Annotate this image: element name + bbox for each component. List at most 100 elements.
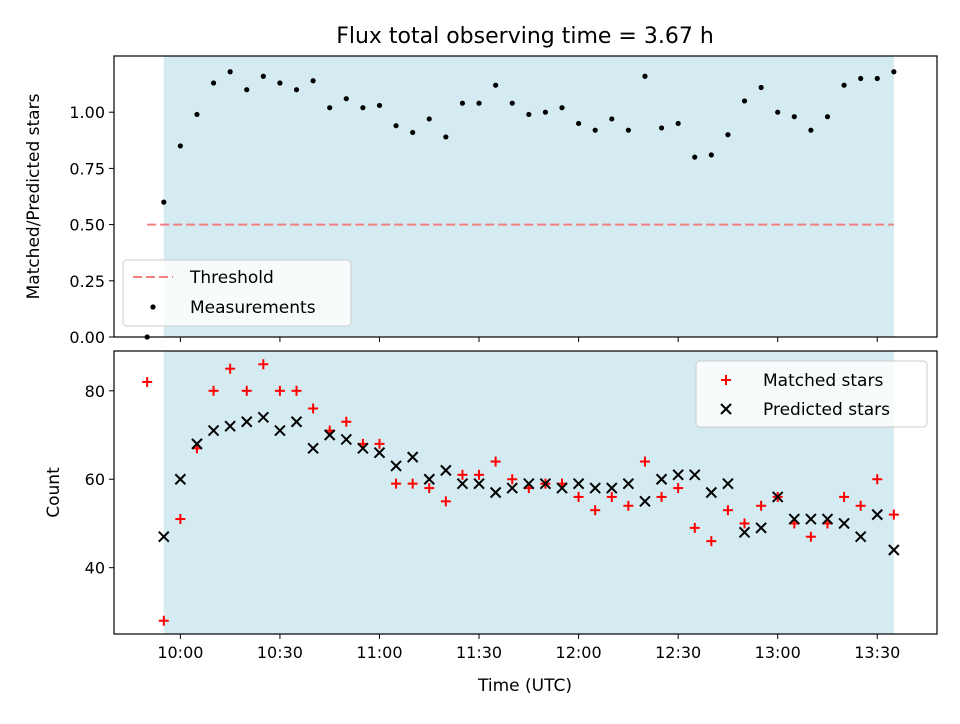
x-stroke (174, 473, 187, 485)
predicted-star-point (572, 477, 585, 490)
measurement-point (592, 127, 598, 133)
predicted-star-point (241, 416, 253, 428)
x-stroke (556, 482, 568, 494)
measurement-point (426, 116, 432, 122)
x-stroke (224, 420, 236, 432)
x-stroke (622, 477, 635, 490)
matched-star-point (308, 403, 319, 414)
matched-star-point (639, 456, 650, 467)
matched-star-point (457, 469, 468, 480)
predicted-star-point (340, 433, 353, 446)
measurement-point (609, 116, 615, 122)
matched-star-point (855, 500, 866, 511)
predicted-star-point (489, 486, 502, 499)
measurement-point (509, 100, 515, 106)
predicted-star-point (788, 513, 801, 525)
measurement-point (393, 123, 399, 129)
measurement-point (891, 69, 897, 75)
matched-star-point (158, 615, 169, 626)
x-stroke (689, 469, 701, 481)
measurement-point (161, 199, 167, 205)
y-tick-label: 0.50 (69, 216, 105, 235)
matched-star-point (341, 416, 352, 427)
x-stroke (589, 482, 601, 494)
x-stroke (854, 531, 867, 543)
predicted-star-point (622, 477, 635, 490)
x-tick-label: 11:30 (456, 643, 502, 662)
predicted-star-point (224, 420, 236, 432)
measurement-point (360, 105, 366, 111)
x-stroke (323, 429, 336, 441)
predicted-star-point (722, 477, 734, 490)
predicted-star-point (556, 482, 568, 494)
matched-star-point (507, 474, 518, 485)
predicted-star-point (689, 469, 701, 481)
y-tick-label: 80 (85, 382, 105, 401)
bottom-panel: 10:00 10:30 11:00 11:30 12:00 12:30 13:00 13:30… (44, 350, 938, 662)
x-stroke (506, 482, 518, 494)
predicted-star-point (606, 482, 618, 494)
predicted-star-point (738, 526, 751, 539)
measurement-point (808, 127, 814, 133)
matched-star-point (440, 496, 451, 507)
predicted-star-point (871, 508, 883, 521)
measurement-point (260, 73, 266, 79)
x-stroke (274, 424, 286, 437)
predicted-star-point (207, 424, 220, 437)
chart-title: Flux total observing time = 3.67 h (336, 24, 714, 49)
x-stroke (639, 495, 651, 508)
x-tick-label: 12:00 (556, 643, 602, 662)
predicted-star-point (191, 438, 203, 450)
x-stroke (440, 464, 452, 477)
predicted-star-point (523, 477, 535, 490)
matched-star-point (805, 531, 816, 542)
x-stroke (755, 522, 767, 534)
measurement-point (310, 78, 316, 84)
measurement-point (327, 105, 333, 111)
predicted-star-point (423, 473, 435, 485)
x-stroke (158, 531, 170, 543)
matched-star-point (573, 491, 584, 502)
x-stroke (888, 544, 900, 556)
measurement-point (741, 98, 748, 104)
measurement-point (559, 105, 565, 111)
matched-star-point (839, 491, 850, 502)
measurement-point (277, 80, 283, 86)
measurement-point (575, 120, 582, 127)
x-tick-label: 11:00 (356, 643, 402, 662)
y-tick-label: 40 (85, 559, 105, 578)
measurement-point (343, 96, 349, 102)
y-tick-label: 0.25 (69, 272, 105, 291)
x-stroke (307, 442, 319, 454)
predicted-star-point (672, 469, 684, 481)
measurement-point (692, 154, 698, 160)
measurement-point (708, 152, 714, 158)
matched-star-point (424, 483, 435, 494)
measurement-point (824, 114, 831, 120)
predicted-star-point (406, 451, 419, 463)
predicted-star-point (506, 482, 518, 494)
measurement-point (775, 109, 781, 115)
x-stroke (473, 477, 485, 490)
x-stroke (523, 477, 535, 490)
measurement-point (542, 109, 549, 115)
predicted-star-point (456, 477, 469, 490)
measurement-point (459, 100, 466, 106)
x-tick-label: 10:00 (157, 643, 203, 662)
x-stroke (456, 477, 469, 490)
measurement-point (194, 111, 200, 118)
matched-star-point (888, 509, 899, 520)
predicted-star-point (838, 517, 850, 530)
x-stroke (406, 451, 419, 463)
measurement-point (410, 129, 416, 136)
x-stroke (373, 446, 386, 459)
legend-measurement-label: Measurements (190, 298, 316, 318)
matched-star-point (241, 385, 252, 396)
x-stroke (207, 424, 220, 437)
matched-star-point (689, 522, 700, 533)
predicted-star-point (373, 446, 386, 459)
predicted-star-point (323, 429, 336, 441)
x-stroke (772, 491, 784, 503)
predicted-star-point (257, 411, 270, 424)
